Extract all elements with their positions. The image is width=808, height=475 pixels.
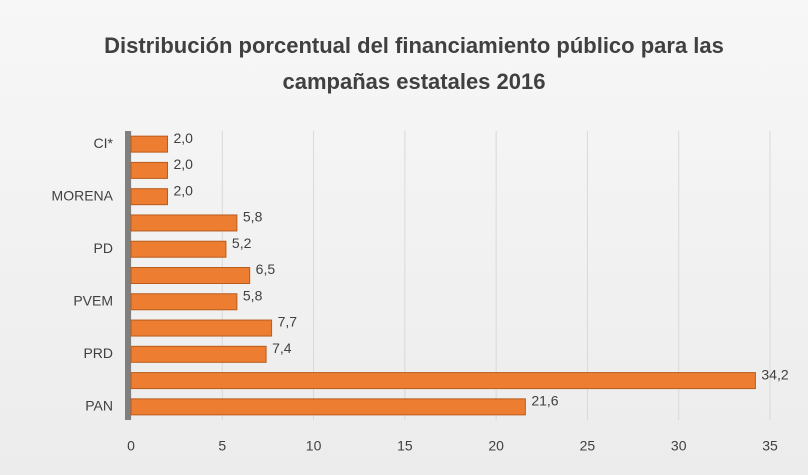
y-tick-label: MORENA <box>52 187 114 203</box>
x-tick-label: 0 <box>127 438 135 454</box>
data-label: 21,6 <box>531 393 558 409</box>
bar <box>130 293 238 311</box>
bar <box>130 135 169 153</box>
y-tick-label: CI* <box>94 135 114 151</box>
bar <box>130 398 526 416</box>
bar <box>130 372 756 390</box>
bar <box>130 319 273 337</box>
x-tick-label: 10 <box>306 438 322 454</box>
data-label: 34,2 <box>761 366 788 382</box>
bar <box>130 345 267 363</box>
bar <box>130 161 169 179</box>
data-label: 7,4 <box>272 340 292 356</box>
chart-title: Distribución porcentual del financiamien… <box>104 33 724 94</box>
data-label: 7,7 <box>278 314 298 330</box>
data-label: 6,5 <box>256 261 276 277</box>
data-label: 5,8 <box>243 287 263 303</box>
bar <box>130 267 251 284</box>
data-label: 2,0 <box>174 182 194 198</box>
x-tick-label: 25 <box>580 438 596 454</box>
y-tick-label: PVEM <box>73 292 113 308</box>
data-label: 5,2 <box>232 235 252 251</box>
x-tick-label: 30 <box>671 438 687 454</box>
x-tick-label: 15 <box>397 438 413 454</box>
bar <box>130 214 238 232</box>
x-tick-label: 35 <box>762 438 778 454</box>
y-tick-label: PD <box>94 240 113 256</box>
data-label: 2,0 <box>174 130 194 146</box>
data-label: 5,8 <box>243 209 263 225</box>
bar <box>130 188 169 206</box>
y-tick-label: PAN <box>85 398 113 414</box>
x-tick-label: 20 <box>488 438 504 454</box>
data-label: 2,0 <box>174 156 194 172</box>
axis-wall <box>125 131 131 420</box>
x-tick-label: 5 <box>218 438 226 454</box>
y-tick-label: PRD <box>83 345 113 361</box>
bar <box>130 240 227 258</box>
